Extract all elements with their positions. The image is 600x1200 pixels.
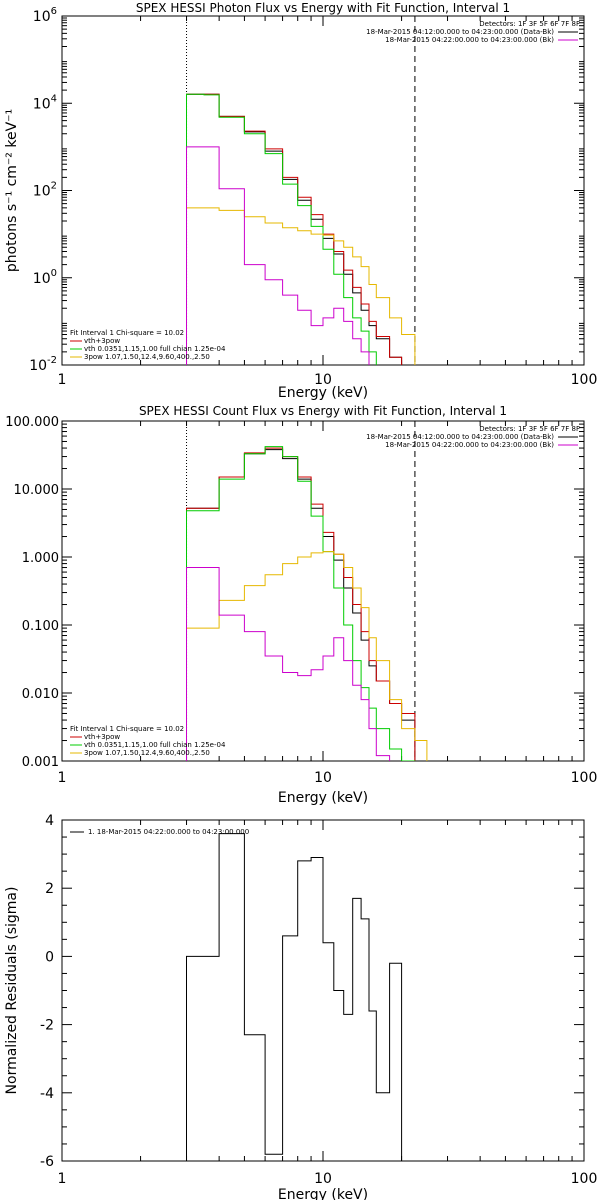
x-tick-label: 100 — [571, 770, 598, 786]
y-tick-label: 0 — [45, 949, 54, 965]
y-tick-label: 100.000 — [5, 415, 59, 430]
y-tick-label: 106 — [33, 6, 57, 25]
chart-title: SPEX HESSI Photon Flux vs Energy with Fi… — [136, 1, 510, 15]
x-tick-label: 10 — [314, 372, 332, 388]
series-1-18-mar-2015-04-22-00-000-to-04-23-00-000 — [186, 833, 403, 1161]
legend-entry: 1. 18-Mar-2015 04:22:00.000 to 04:23:00.… — [88, 828, 249, 836]
legend-top-right: Detectors: 1F 3F 5F 6F 7F 8F18-Mar-2015 … — [366, 425, 580, 449]
legend-chi-square: Fit Interval 1 Chi-square = 10.02 — [70, 329, 184, 337]
plot-frame — [61, 15, 585, 366]
legend-top-left: 1. 18-Mar-2015 04:22:00.000 to 04:23:00.… — [70, 828, 249, 836]
legend-entry: 18-Mar-2015 04:12:00.000 to 04:23:00.000… — [366, 433, 554, 441]
series-group — [186, 833, 403, 1161]
y-tick-label: 100 — [33, 268, 57, 287]
y-tick-label: 0.010 — [22, 687, 59, 702]
y-tick-label: -6 — [40, 1154, 54, 1170]
x-tick-label: 10 — [314, 770, 332, 786]
legend-bottom-left: Fit Interval 1 Chi-square = 10.02vth+3po… — [70, 725, 226, 757]
legend-entry: 18-Mar-2015 04:22:00.000 to 04:23:00.000… — [385, 36, 554, 44]
series-data-bk — [186, 449, 416, 761]
series-bk — [186, 146, 370, 365]
legend-entry: 3pow 1.07,1.50,12.4,9.60,400.,2.50 — [84, 749, 210, 757]
series-vth — [186, 446, 416, 761]
x-axis-label: Energy (keV) — [278, 1187, 368, 1200]
legend-detectors: Detectors: 1F 3F 5F 6F 7F 8F — [479, 425, 580, 433]
y-tick-label: 0.001 — [22, 755, 59, 770]
x-axis-label: Energy (keV) — [278, 385, 368, 401]
plot-frame — [61, 420, 585, 762]
series-vth-3pow — [186, 93, 403, 365]
y-tick-label: -2 — [40, 1018, 54, 1034]
x-tick-label: 1 — [58, 1171, 67, 1187]
panel-3: 1 10 100 Energy (keV) -6 -4 -2 0 2 4 Normalized Re… — [4, 813, 597, 1200]
series-group — [186, 93, 416, 365]
panel-1: SPEX HESSI Photon Flux vs Energy with Fi… — [4, 1, 597, 401]
y-axis-label: Normalized Residuals (sigma) — [4, 887, 20, 1095]
legend-entry: vth 0.0351,1.15,1.00 full chian 1.25e-04 — [84, 345, 226, 353]
x-tick-label: 1 — [58, 372, 67, 388]
series-vth-3pow — [186, 447, 416, 761]
y-tick-label: -4 — [40, 1086, 54, 1102]
y-tick-label: 102 — [33, 181, 57, 200]
series-bk — [186, 567, 391, 761]
chart-title: SPEX HESSI Count Flux vs Energy with Fit… — [139, 404, 507, 418]
legend-entry: 18-Mar-2015 04:12:00.000 to 04:23:00.000… — [366, 28, 554, 36]
legend-detectors: Detectors: 1F 3F 5F 6F 7F 8F — [479, 20, 580, 28]
panel-2: SPEX HESSI Count Flux vs Energy with Fit… — [5, 404, 597, 806]
y-tick-label: 2 — [45, 881, 54, 897]
series-group — [186, 446, 428, 761]
legend-entry: 18-Mar-2015 04:22:00.000 to 04:23:00.000… — [385, 441, 554, 449]
y-tick-label: 4 — [45, 813, 54, 829]
legend-bottom-left: Fit Interval 1 Chi-square = 10.02vth+3po… — [70, 329, 226, 361]
series-3pow — [186, 551, 428, 761]
y-tick-label: 104 — [33, 93, 57, 112]
legend-chi-square: Fit Interval 1 Chi-square = 10.02 — [70, 725, 184, 733]
series-data-bk — [186, 93, 403, 365]
y-tick-label: 10-2 — [29, 355, 57, 374]
legend-entry: 3pow 1.07,1.50,12.4,9.60,400.,2.50 — [84, 353, 210, 361]
y-tick-label: 10.000 — [14, 483, 60, 498]
legend-entry: vth+3pow — [84, 733, 120, 741]
legend-entry: vth 0.0351,1.15,1.00 full chian 1.25e-04 — [84, 741, 226, 749]
x-tick-label: 1 — [58, 770, 67, 786]
series-vth — [186, 93, 377, 365]
y-axis-label: photons s⁻¹ cm⁻² keV⁻¹ — [4, 109, 20, 272]
x-axis-label: Energy (keV) — [278, 790, 368, 806]
x-tick-label: 100 — [571, 1171, 598, 1187]
legend-top-right: Detectors: 1F 3F 5F 6F 7F 8F18-Mar-2015 … — [366, 20, 580, 44]
y-tick-label: 1.000 — [22, 551, 59, 566]
y-tick-label: 0.100 — [22, 619, 59, 634]
series-3pow — [186, 207, 416, 365]
x-tick-label: 10 — [314, 1171, 332, 1187]
legend-entry: vth+3pow — [84, 337, 120, 345]
x-tick-label: 100 — [571, 372, 598, 388]
